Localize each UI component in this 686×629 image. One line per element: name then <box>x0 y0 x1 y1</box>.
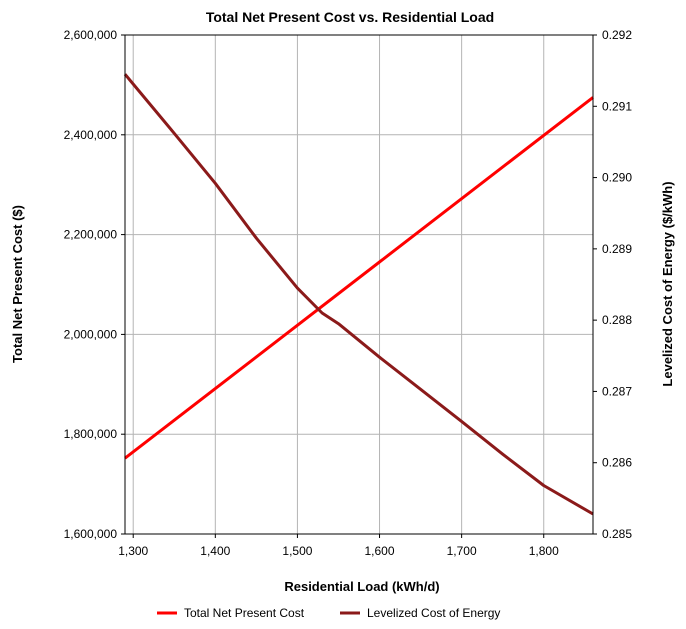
x-tick-label: 1,600 <box>365 544 395 558</box>
y-right-tick-label: 0.285 <box>602 527 632 541</box>
y-right-tick-label: 0.290 <box>602 171 632 185</box>
y-right-tick-label: 0.287 <box>602 384 632 398</box>
y-right-axis-label: Levelized Cost of Energy ($/kWh) <box>660 181 675 386</box>
legend: Total Net Present Cost Levelized Cost of … <box>157 606 500 620</box>
y-left-tick-label: 2,400,000 <box>64 128 118 142</box>
y-right-tick-label: 0.286 <box>602 456 632 470</box>
y-right-tick-label: 0.289 <box>602 242 632 256</box>
y-left-tick-label: 1,600,000 <box>64 527 118 541</box>
x-tick-label: 1,800 <box>529 544 559 558</box>
tick-labels: 1,300 1,400 1,500 1,600 1,700 1,800 1,600,000 1… <box>64 28 633 558</box>
x-tick-label: 1,300 <box>118 544 148 558</box>
series-line-total-net-present-cost <box>124 96 594 460</box>
series-line-levelized-cost-of-energy <box>123 73 594 516</box>
x-tick-label: 1,400 <box>200 544 230 558</box>
y-left-axis-label: Total Net Present Cost ($) <box>10 205 25 363</box>
y-right-tick-label: 0.292 <box>602 28 632 42</box>
y-right-tick-label: 0.288 <box>602 313 632 327</box>
legend-label-levelized-cost-of-energy: Levelized Cost of Energy <box>367 606 500 620</box>
plot-frame <box>124 34 594 535</box>
x-tick-label: 1,500 <box>282 544 312 558</box>
y-left-tick-label: 2,000,000 <box>64 327 118 341</box>
y-left-tick-label: 1,800,000 <box>64 427 118 441</box>
legend-label-total-net-present-cost: Total Net Present Cost <box>184 606 305 620</box>
y-left-tick-label: 2,200,000 <box>64 228 118 242</box>
y-left-tick-label: 2,600,000 <box>64 28 118 42</box>
series-layer <box>123 73 594 516</box>
grid <box>125 34 593 535</box>
x-tick-label: 1,700 <box>447 544 477 558</box>
chart-title: Total Net Present Cost vs. Residential L… <box>206 9 494 25</box>
x-axis-label: Residential Load (kWh/d) <box>284 579 439 594</box>
y-right-tick-label: 0.291 <box>602 99 632 113</box>
